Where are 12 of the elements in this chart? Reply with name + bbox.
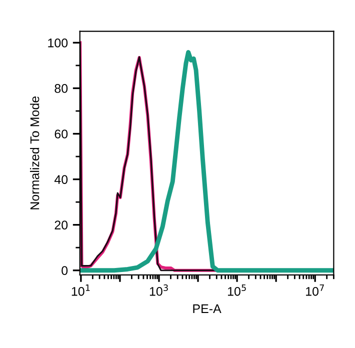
y-tick-label: 40 (54, 175, 68, 184)
x-tick-label: 10$^{1}$ (72, 284, 90, 296)
x-tick-label: 10$^{3}$ (150, 284, 168, 296)
y-tick-label: 80 (54, 84, 68, 93)
x-axis-title: PE-A (193, 304, 222, 313)
y-tick-label: 20 (54, 220, 68, 230)
y-tick-label: 0 (62, 266, 68, 276)
x-tick-label: 10$^{5}$ (228, 284, 246, 296)
y-tick-label: 100 (48, 38, 68, 48)
y-axis-title: Normalized To Mode (30, 96, 40, 210)
x-tick-label: 10$^{7}$ (306, 284, 324, 296)
y-tick-label: 60 (54, 130, 68, 138)
